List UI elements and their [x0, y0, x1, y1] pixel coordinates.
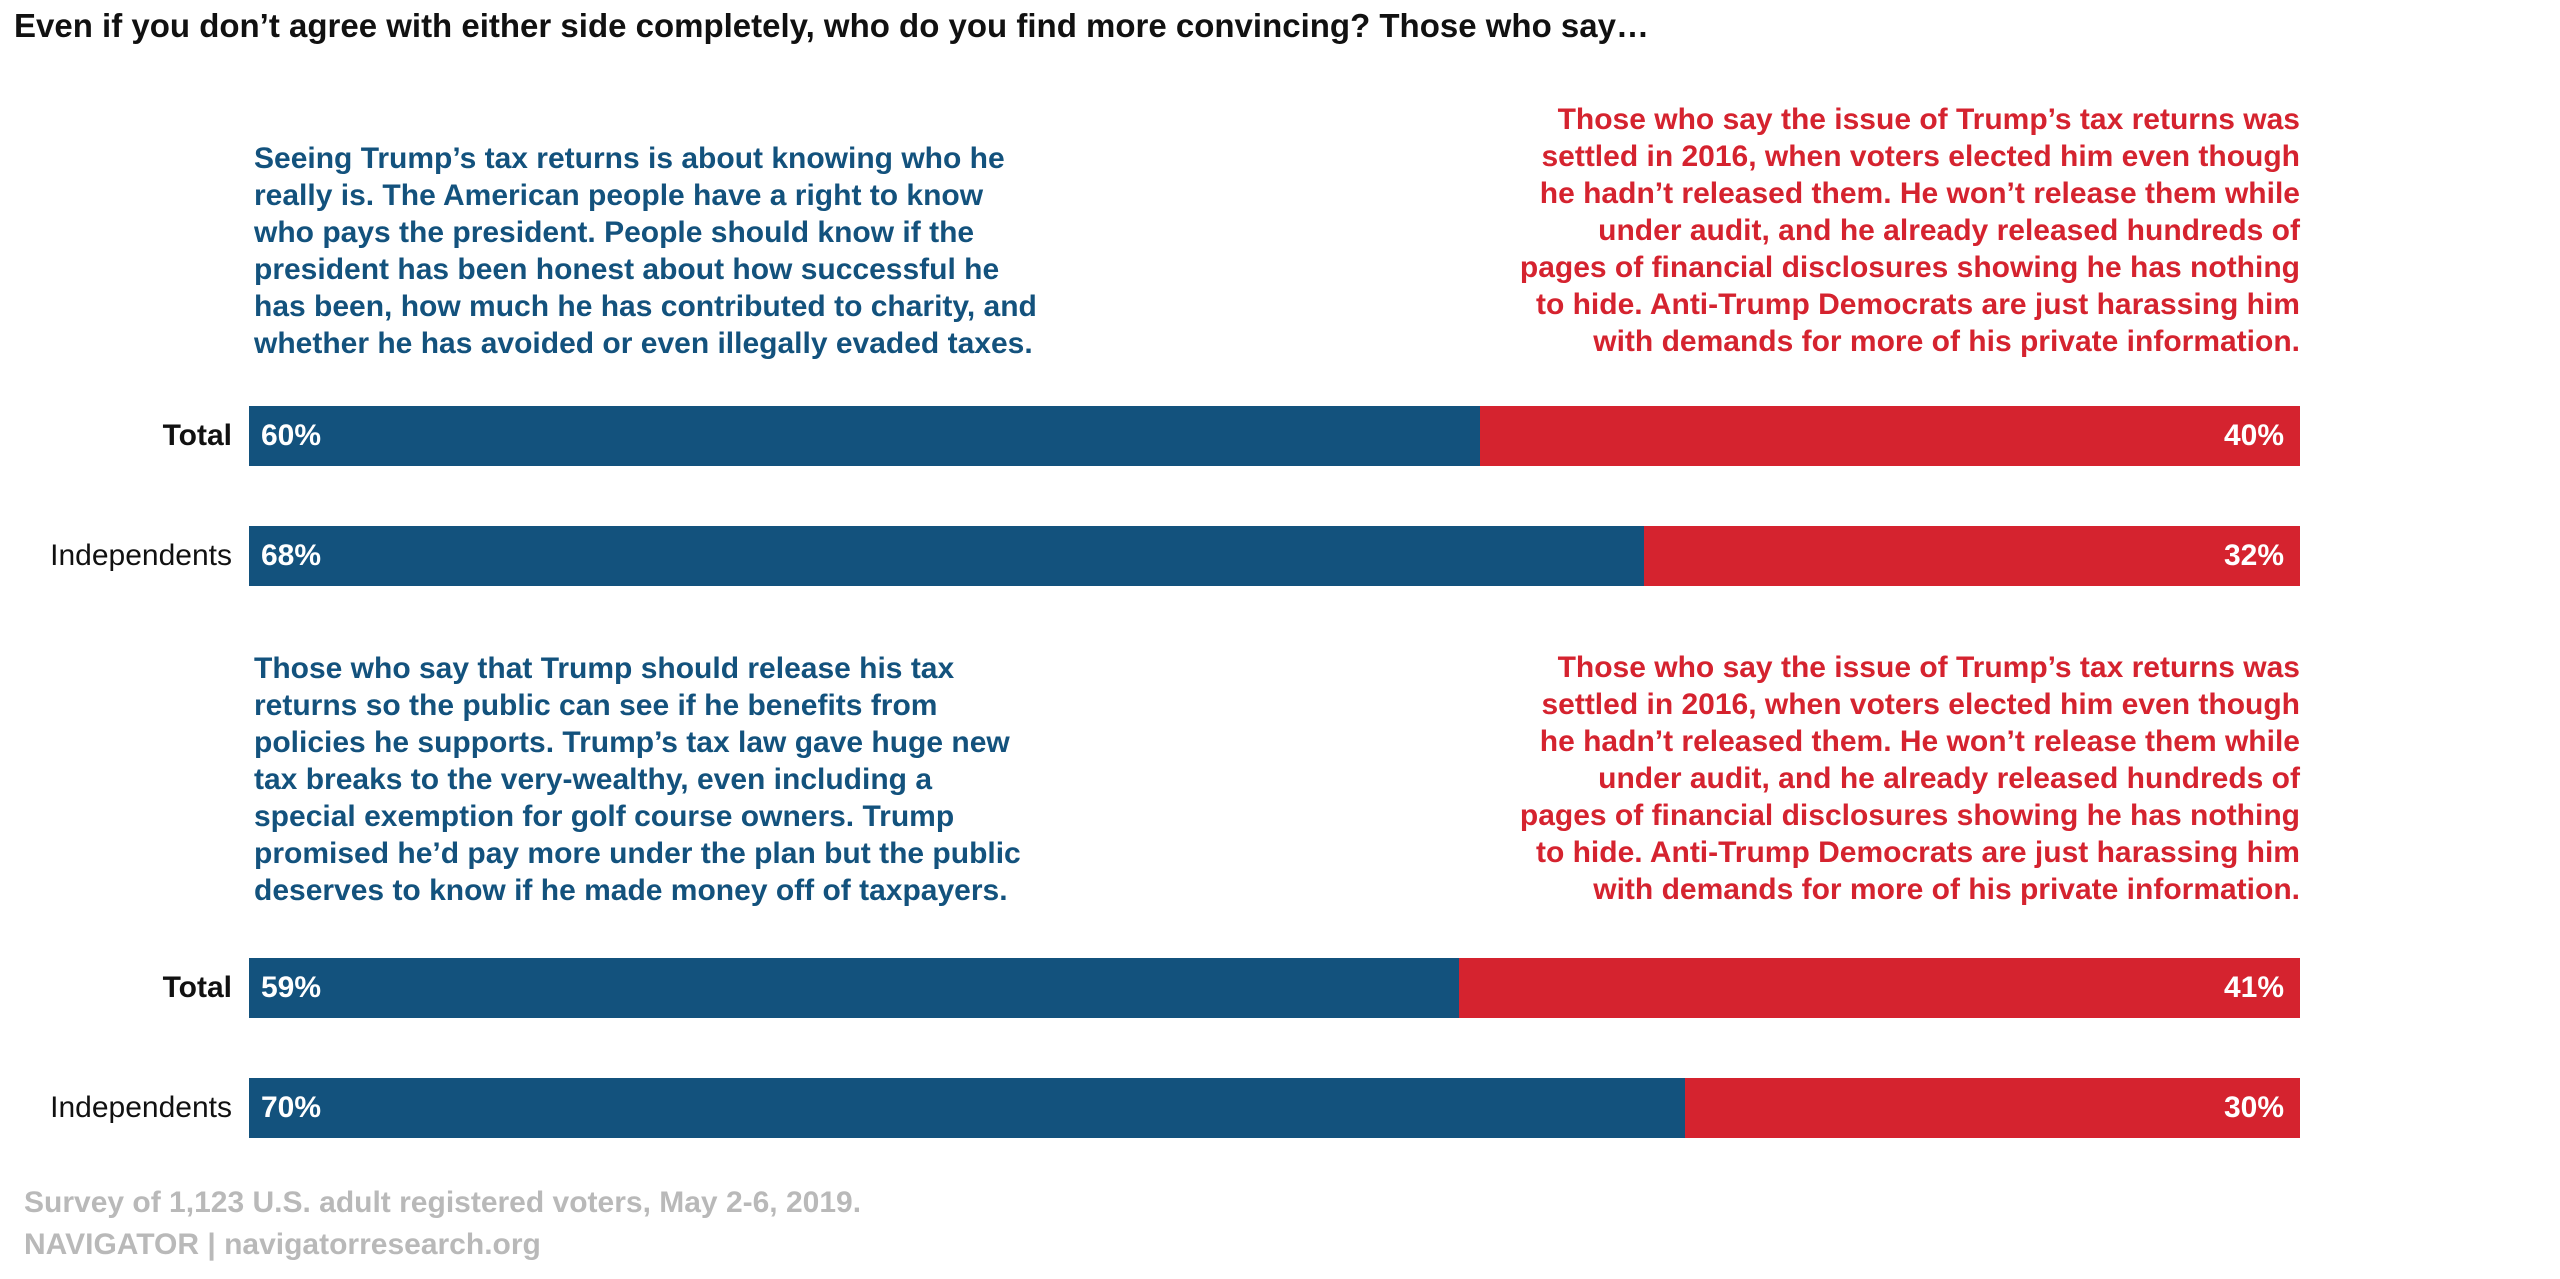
chart-title: Even if you don’t agree with either side…: [14, 7, 1649, 44]
bar-track: 68% 32%: [249, 526, 2300, 586]
bar-segment-agree: [249, 958, 1459, 1018]
statement-disagree-line: with demands for more of his private inf…: [1593, 325, 2300, 358]
bar-segment-agree: [249, 526, 1644, 586]
statement-disagree-line: he hadn’t released them. He won’t releas…: [1539, 177, 2300, 210]
statement-disagree-line: under audit, and he already released hun…: [1598, 214, 2300, 247]
statement-agree-line: deserves to know if he made money off of…: [254, 874, 1008, 907]
statement-disagree-line: under audit, and he already released hun…: [1598, 762, 2300, 795]
statement-agree-line: who pays the president. People should kn…: [254, 216, 975, 249]
data-label-disagree: 40%: [2223, 419, 2284, 452]
statement-disagree-line: to hide. Anti-Trump Democrats are just h…: [1535, 836, 2300, 869]
data-label-agree: 60%: [261, 419, 322, 452]
data-label-agree: 68%: [261, 539, 322, 572]
statement-agree-line: tax breaks to the very-wealthy, even inc…: [254, 763, 933, 796]
statement-agree: Those who say that Trump should release …: [254, 650, 1214, 909]
statement-agree-line: has been, how much he has contributed to…: [254, 290, 1037, 323]
statement-disagree: Those who say the issue of Trump’s tax r…: [1330, 101, 2300, 360]
bar-segment-disagree: [1644, 526, 2300, 586]
bar-segment-agree: [249, 406, 1480, 466]
bar-track: 60% 40%: [249, 406, 2300, 466]
statement-disagree-line: Those who say the issue of Trump’s tax r…: [1557, 651, 2300, 684]
source-site: NAVIGATOR | navigatorresearch.org: [24, 1228, 541, 1261]
data-label-disagree: 32%: [2223, 539, 2284, 572]
bar-segment-agree: [249, 1078, 1685, 1138]
statement-disagree-line: Those who say the issue of Trump’s tax r…: [1557, 103, 2300, 136]
statement-disagree: Those who say the issue of Trump’s tax r…: [1330, 649, 2300, 908]
statement-agree-line: really is. The American people have a ri…: [254, 179, 984, 212]
statement-disagree-line: with demands for more of his private inf…: [1593, 873, 2300, 906]
source-note: Survey of 1,123 U.S. adult registered vo…: [24, 1186, 862, 1219]
bar-segment-disagree: [1685, 1078, 2300, 1138]
category-label: Independents: [50, 539, 232, 572]
bar-track: 70% 30%: [249, 1078, 2300, 1138]
category-label: Total: [162, 419, 232, 452]
statement-agree-line: returns so the public can see if he bene…: [254, 689, 938, 722]
statement-agree-line: Those who say that Trump should release …: [254, 652, 955, 685]
bar-segment-disagree: [1480, 406, 2300, 466]
statement-agree-line: promised he’d pay more under the plan bu…: [254, 837, 1021, 870]
bar-row: Total 60% 40%: [0, 406, 2400, 466]
statement-disagree-line: settled in 2016, when voters elected him…: [1541, 140, 2300, 173]
data-label-disagree: 41%: [2223, 971, 2284, 1004]
statement-agree-line: special exemption for golf course owners…: [254, 800, 955, 833]
statement-agree-line: Seeing Trump’s tax returns is about know…: [254, 142, 1005, 175]
statement-disagree-line: to hide. Anti-Trump Democrats are just h…: [1535, 288, 2300, 321]
bar-row: Independents 68% 32%: [0, 526, 2400, 586]
bar-row: Independents 70% 30%: [0, 1078, 2400, 1138]
bar-row: Total 59% 41%: [0, 958, 2400, 1018]
statement-disagree-line: pages of financial disclosures showing h…: [1519, 799, 2300, 832]
statement-disagree-line: pages of financial disclosures showing h…: [1519, 251, 2300, 284]
data-label-agree: 70%: [261, 1091, 322, 1124]
statement-disagree-line: he hadn’t released them. He won’t releas…: [1539, 725, 2300, 758]
bar-track: 59% 41%: [249, 958, 2300, 1018]
data-label-agree: 59%: [261, 971, 322, 1004]
statement-agree-line: policies he supports. Trump’s tax law ga…: [254, 726, 1010, 759]
category-label: Total: [162, 971, 232, 1004]
statement-agree: Seeing Trump’s tax returns is about know…: [254, 140, 1214, 362]
statement-agree-line: whether he has avoided or even illegally…: [254, 327, 1033, 360]
data-label-disagree: 30%: [2223, 1091, 2284, 1124]
statement-agree-line: president has been honest about how succ…: [254, 253, 1000, 286]
category-label: Independents: [50, 1091, 232, 1124]
bar-segment-disagree: [1459, 958, 2300, 1018]
statement-disagree-line: settled in 2016, when voters elected him…: [1541, 688, 2300, 721]
